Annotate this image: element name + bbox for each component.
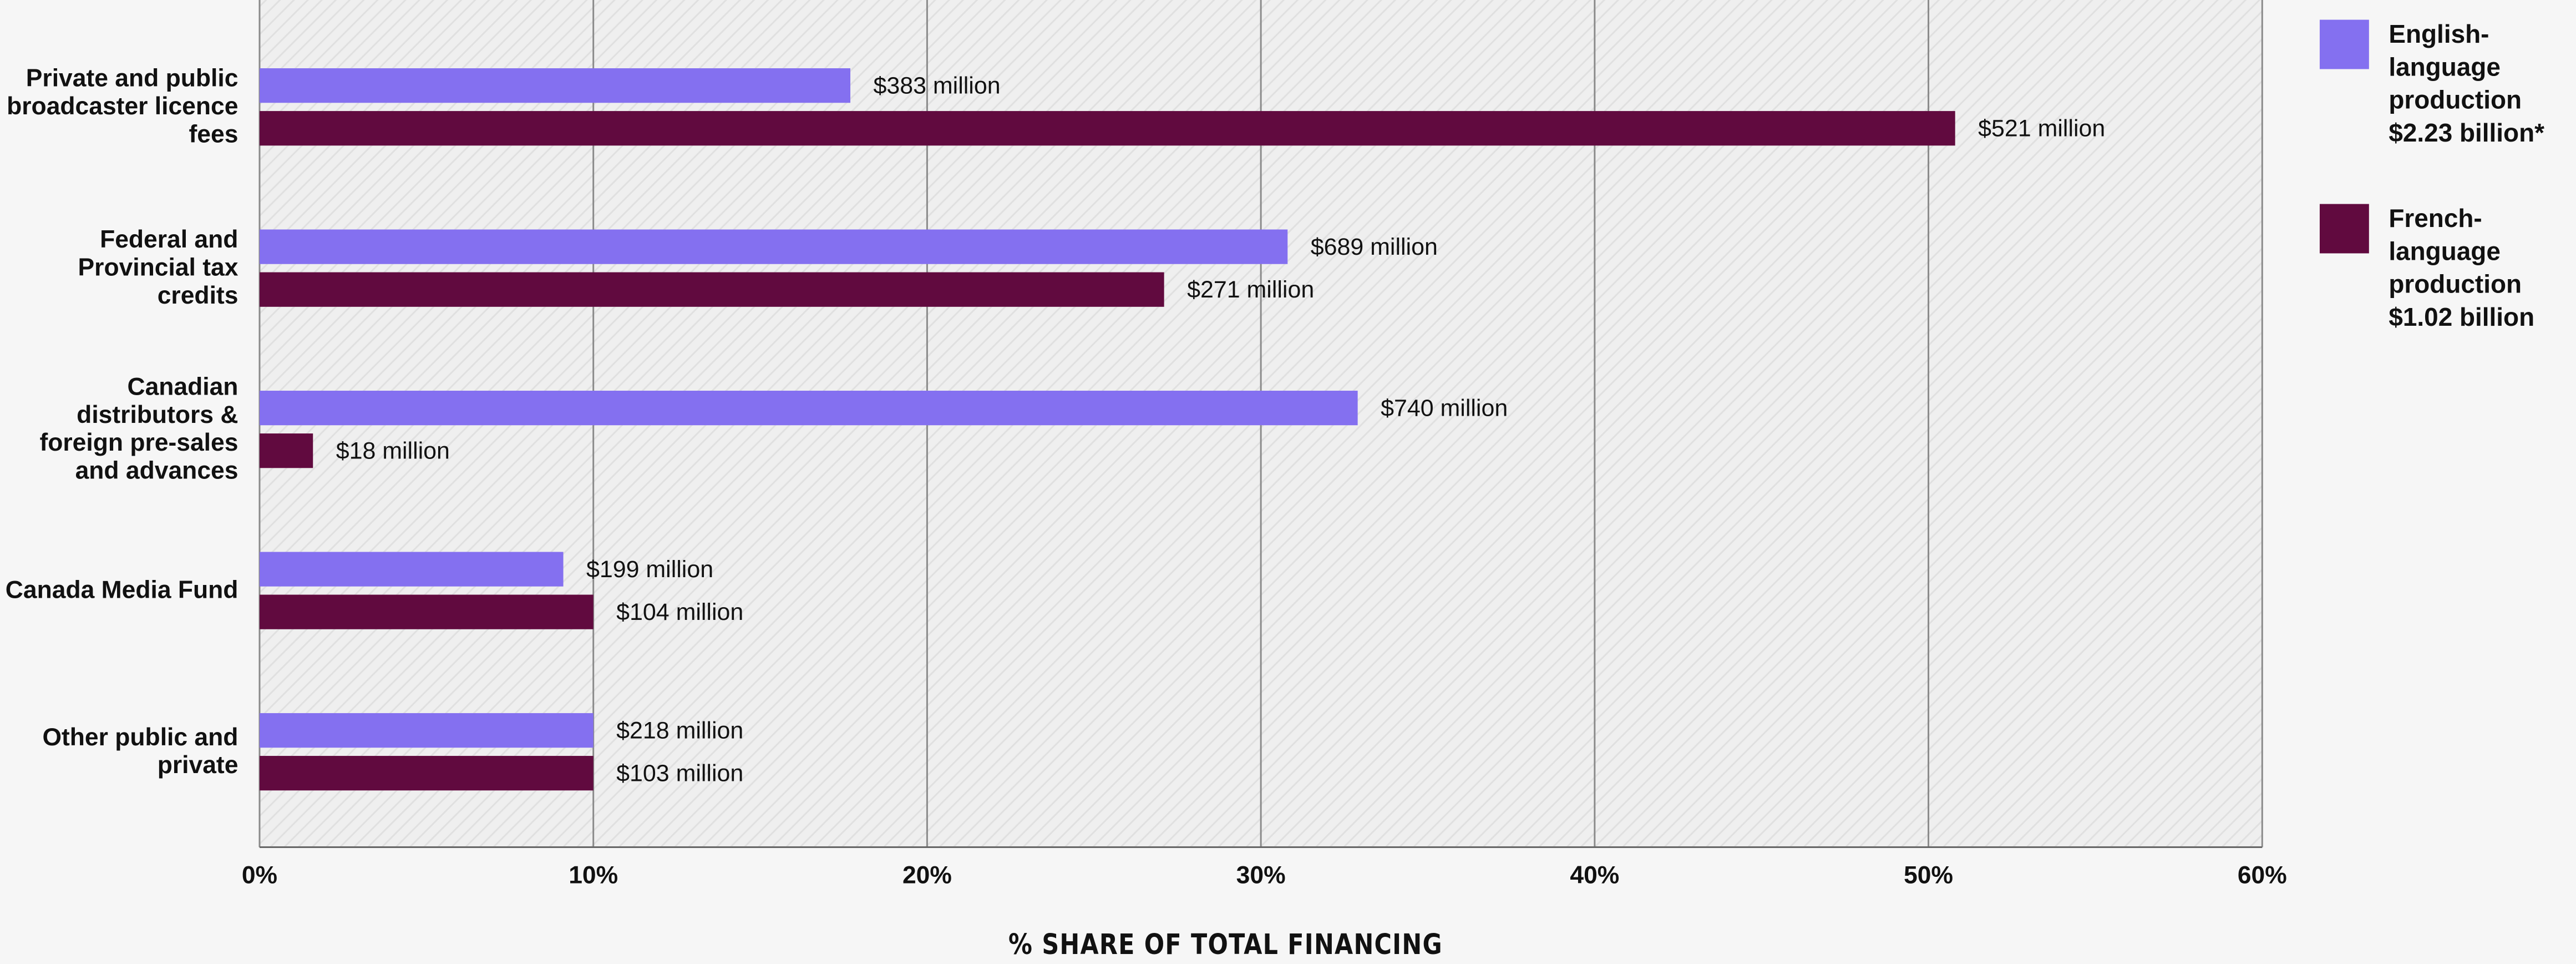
data-label: $689 million [1311, 234, 1438, 260]
x-tick-label: 10% [569, 862, 618, 889]
category-label: Federal and Provincial tax credits [78, 226, 239, 310]
bar [259, 229, 1288, 264]
x-tick-label: 0% [242, 862, 277, 889]
legend-label: English-language production $2.23 billio… [2389, 21, 2545, 148]
data-label: $521 million [1978, 115, 2105, 142]
data-label: $740 million [1381, 395, 1508, 421]
bar [259, 713, 594, 748]
category-label: Canada Media Fund [5, 576, 239, 605]
x-axis-title: % SHARE OF TOTAL FINANCING [1008, 929, 1443, 963]
bar [259, 756, 594, 791]
bar [259, 272, 1164, 307]
x-tick-label: 60% [2238, 862, 2287, 889]
category-label: Private and public broadcaster licence f… [7, 65, 239, 149]
data-label: $383 million [873, 72, 1000, 99]
bar [259, 111, 1955, 146]
legend-swatch [2319, 204, 2369, 254]
x-tick-label: 40% [1570, 862, 1619, 889]
bar [259, 594, 594, 629]
data-label: $218 million [616, 717, 743, 744]
bar [259, 433, 313, 468]
data-label: $18 million [336, 437, 450, 464]
data-label: $103 million [616, 760, 743, 786]
category-label: Canadian distributors & foreign pre-sale… [39, 373, 239, 486]
category-label: Other public and private [42, 724, 239, 780]
bar [259, 68, 851, 103]
x-tick-label: 30% [1236, 862, 1286, 889]
legend-label: French-language production $1.02 billion [2389, 205, 2535, 332]
data-label: $199 million [586, 556, 713, 583]
x-tick-label: 20% [902, 862, 952, 889]
bar [259, 390, 1358, 426]
legend-swatch [2319, 19, 2369, 69]
x-tick-label: 50% [1904, 862, 1953, 889]
data-label: $104 million [616, 599, 743, 625]
data-label: $271 million [1187, 276, 1314, 303]
bar [259, 552, 564, 587]
